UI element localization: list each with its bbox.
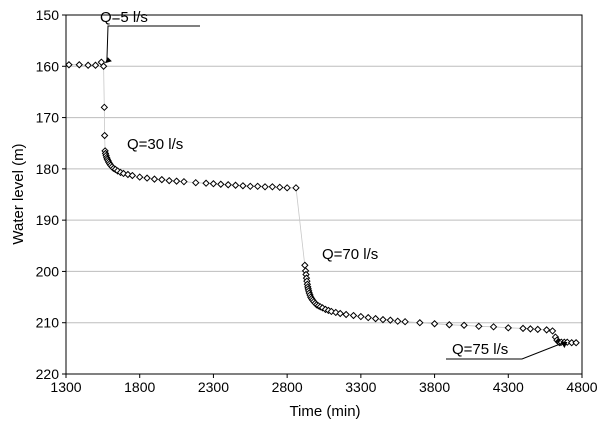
x-tick-label: 3300 (345, 379, 376, 395)
annotation: Q=5 l/s (100, 9, 200, 64)
data-point (301, 261, 309, 269)
y-tick-label: 210 (36, 315, 60, 331)
data-point (224, 181, 232, 189)
annotation-label: Q=70 l/s (322, 246, 378, 263)
annotation-arrow (446, 342, 563, 360)
data-point (364, 313, 372, 322)
arrow-head (104, 57, 112, 64)
y-tick-label: 150 (36, 7, 60, 23)
data-point (401, 317, 409, 326)
data-point (475, 322, 483, 331)
data-point (136, 173, 144, 181)
data-point (231, 181, 240, 189)
data-point (416, 319, 424, 327)
plot-frame (65, 14, 583, 375)
data-point (357, 312, 365, 321)
data-point (261, 183, 269, 191)
data-point (128, 171, 137, 180)
data-point (180, 177, 188, 186)
data-point (209, 180, 218, 188)
data-point (445, 321, 454, 329)
data-point (65, 61, 73, 69)
series-line (68, 61, 577, 344)
data-point (542, 326, 551, 334)
data-point (349, 311, 358, 320)
data-point (150, 175, 159, 183)
data-point (91, 61, 100, 69)
data-point (276, 183, 284, 192)
y-tick-label: 160 (36, 58, 60, 74)
data-point (534, 325, 542, 334)
y-tick-label: 190 (36, 212, 60, 228)
data-point (100, 103, 109, 112)
data-point (394, 317, 402, 325)
y-tick-label: 200 (36, 263, 60, 279)
y-tick-label: 180 (36, 161, 60, 177)
x-tick-label: 2300 (198, 379, 229, 395)
data-point (217, 180, 225, 188)
data-point (246, 182, 254, 191)
data-point (342, 310, 350, 319)
x-tick-label: 1800 (124, 379, 155, 395)
gridlines (66, 65, 582, 324)
data-point (283, 184, 291, 192)
data-point (526, 325, 535, 333)
data-point (371, 314, 380, 323)
data-point (165, 176, 173, 185)
x-tick-label: 4800 (566, 379, 597, 395)
y-tick-label: 170 (36, 110, 60, 126)
data-point (430, 320, 439, 328)
x-axis-tick-labels: 1300 1800 2300 2800 3300 3800 4300 4800 (50, 374, 598, 395)
data-point (192, 178, 200, 187)
y-axis-title: Water level (m) (10, 143, 27, 244)
annotation-label: Q=30 l/s (127, 136, 183, 153)
data-point (572, 339, 580, 347)
annotation: Q=75 l/s (446, 341, 568, 360)
data-point (489, 323, 498, 331)
annotation-arrow (106, 25, 200, 63)
annotation: Q=70 l/s (322, 246, 378, 263)
data-point (504, 324, 512, 332)
data-point (460, 321, 468, 329)
y-axis-tick-labels: 150 160 170 180 190 200 210 220 (36, 7, 66, 382)
data-point (386, 316, 395, 324)
data-point (253, 182, 262, 191)
data-point (548, 327, 557, 335)
annotation-label: Q=75 l/s (452, 341, 508, 358)
data-point (99, 62, 108, 70)
x-axis-title: Time (min) (289, 403, 360, 420)
x-tick-label: 3800 (419, 379, 450, 395)
data-point (100, 131, 109, 140)
annotation: Q=30 l/s (127, 136, 183, 153)
data-point (143, 174, 151, 182)
annotations: Q=5 l/s Q=30 l/s Q=70 l/s Q=75 l/s (100, 9, 568, 360)
data-point (172, 177, 181, 185)
y-tick-label: 220 (36, 366, 60, 382)
data-point (519, 324, 527, 333)
data-points (65, 58, 580, 347)
arrow-head (560, 341, 568, 349)
x-tick-label: 4300 (493, 379, 524, 395)
data-point (268, 183, 277, 191)
series-connectors (68, 61, 577, 344)
data-point (158, 175, 166, 184)
data-point (202, 179, 210, 187)
data-point (84, 61, 92, 69)
data-point (75, 61, 83, 69)
annotation-label: Q=5 l/s (100, 9, 148, 26)
data-point (239, 182, 247, 190)
data-point (292, 184, 300, 192)
data-point (336, 309, 344, 318)
data-point (379, 315, 387, 324)
x-tick-label: 2800 (272, 379, 303, 395)
x-tick-label: 1300 (50, 379, 81, 395)
